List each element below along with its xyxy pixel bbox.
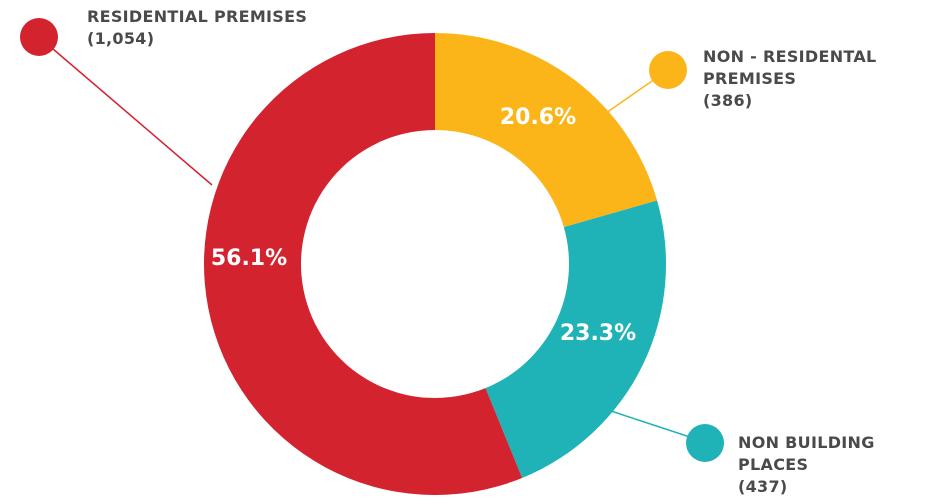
legend-dot-non-building [686, 424, 724, 462]
legend-label-non-building-line-3: (437) [738, 477, 788, 496]
leader-line-residential [38, 36, 213, 186]
legend-dot-residential [20, 18, 58, 56]
slice-non-residential [435, 33, 658, 228]
legend-label-non-building: NON BUILDING PLACES (437) [738, 432, 875, 498]
legend-label-non-building-line-2: PLACES [738, 455, 809, 474]
leader-line-non-building [610, 410, 703, 442]
legend-dot-non-residential [649, 51, 687, 89]
legend-label-non-residential-line-1: NON - RESIDENTAL [703, 47, 877, 66]
legend-label-non-building-line-1: NON BUILDING [738, 433, 875, 452]
data-label-non-building: 23.3% [560, 321, 636, 346]
data-label-non-residential: 20.6% [500, 105, 576, 130]
slice-residential [204, 33, 523, 495]
legend-label-non-residential-line-2: PREMISES [703, 69, 797, 88]
legend-label-residential: RESIDENTIAL PREMISES (1,054) [87, 6, 307, 50]
slice-non-building [485, 200, 666, 478]
legend-label-residential-line-2: (1,054) [87, 29, 155, 48]
legend-label-non-residential-line-3: (386) [703, 91, 753, 110]
legend-label-non-residential: NON - RESIDENTAL PREMISES (386) [703, 46, 877, 112]
data-label-residential: 56.1% [211, 246, 287, 271]
legend-label-residential-line-1: RESIDENTIAL PREMISES [87, 7, 308, 26]
